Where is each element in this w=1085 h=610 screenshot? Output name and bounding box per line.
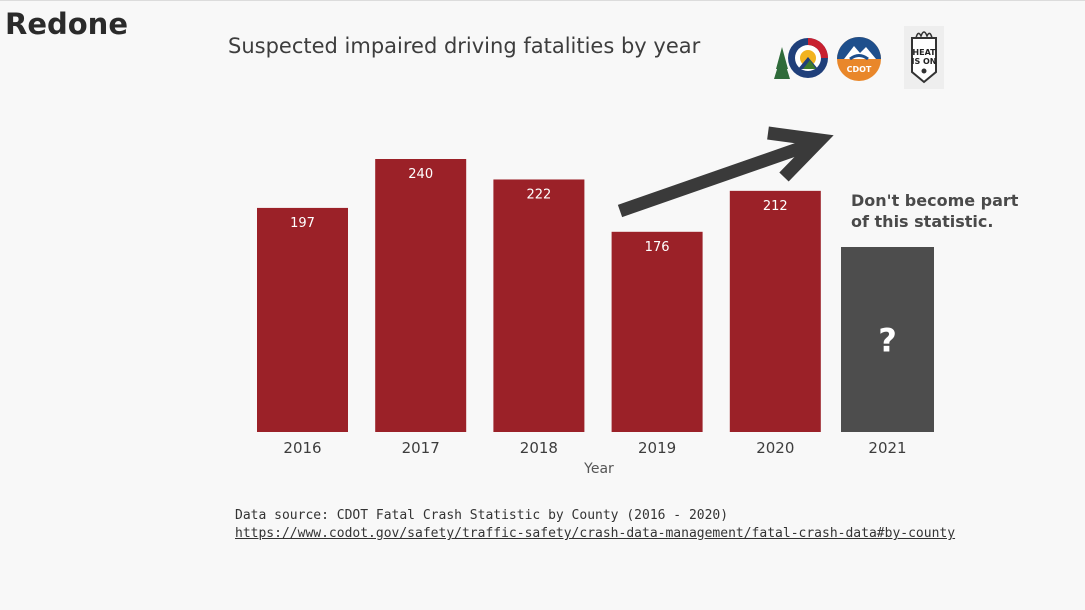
heat-is-on-logo: HEAT IS ON [904, 26, 944, 89]
bar-2016 [257, 207, 348, 432]
bar-label-2018: 222 [526, 187, 551, 202]
bar-label-2019: 176 [645, 240, 670, 255]
cdot-logo-text: CDOT [847, 65, 872, 74]
bar-2019 [611, 231, 703, 432]
bar-label-2017: 240 [408, 167, 433, 182]
callout-text: Don't become part of this statistic. [851, 190, 1051, 232]
cdot-logo: CDOT [837, 37, 881, 81]
page-heading: Redone [5, 7, 128, 41]
trend-arrow-icon [617, 126, 834, 218]
bar-label-2016: 197 [290, 216, 315, 231]
bar-label-2020: 212 [763, 199, 788, 214]
x-axis-title: Year [583, 461, 614, 477]
callout-line-1: Don't become part [851, 191, 1019, 210]
x-tick-2019: 2019 [638, 439, 676, 457]
x-tick-2021: 2021 [868, 439, 906, 457]
heat-logo-line2: IS ON [911, 57, 936, 66]
x-tick-2020: 2020 [756, 439, 794, 457]
bar-2017 [375, 159, 467, 432]
data-source: Data source: CDOT Fatal Crash Statistic … [235, 507, 955, 543]
bar-chart: 197 2016 240 2017 222 2018 176 2019 212 2020? 2021… [257, 126, 934, 477]
callout-line-2: of this statistic. [851, 212, 994, 231]
bar-2018 [493, 179, 585, 432]
colorado-logo [774, 38, 828, 79]
heat-logo-line1: HEAT [912, 48, 936, 57]
bar-2021-unknown [841, 247, 934, 432]
unknown-value-label: ? [878, 322, 897, 360]
bar-2020 [729, 190, 821, 432]
data-source-link[interactable]: https://www.codot.gov/safety/traffic-saf… [235, 526, 956, 541]
x-tick-2018: 2018 [520, 439, 558, 457]
x-tick-2016: 2016 [283, 439, 321, 457]
data-source-text: Data source: CDOT Fatal Crash Statistic … [235, 508, 729, 523]
x-tick-2017: 2017 [402, 439, 440, 457]
chart-title: Suspected impaired driving fatalities by… [228, 34, 701, 58]
